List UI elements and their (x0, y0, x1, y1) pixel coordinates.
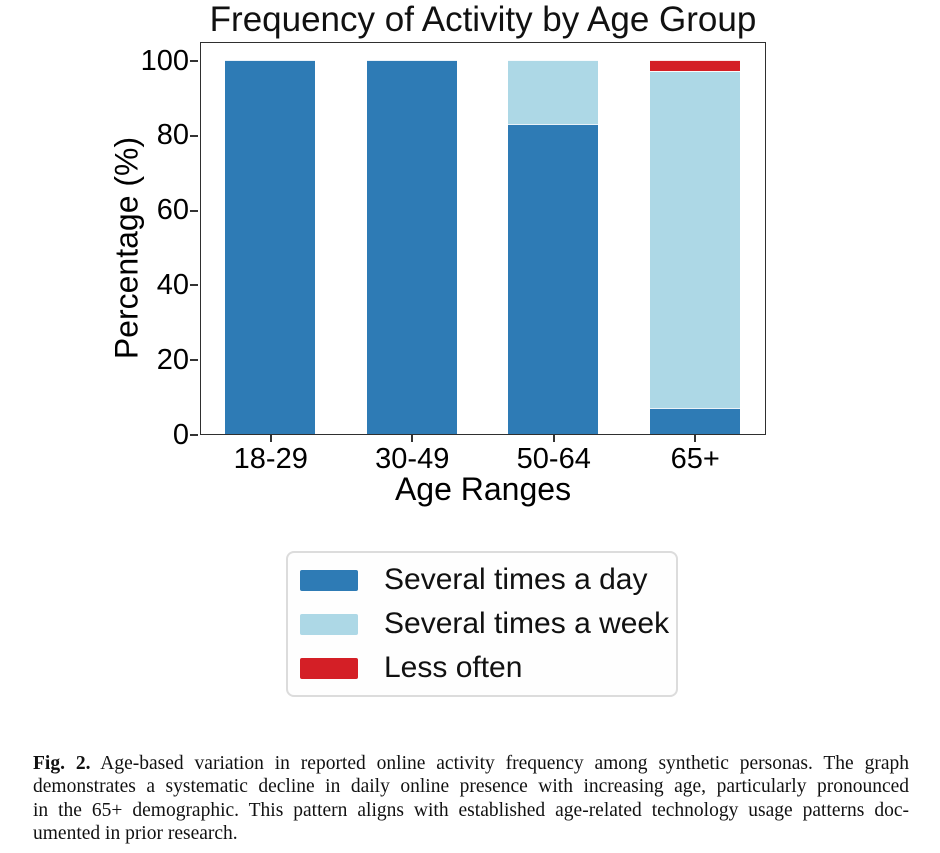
y-axis-label: Percentage (%) (108, 136, 145, 360)
x-tick-mark (552, 435, 555, 442)
y-tick-mark (190, 60, 198, 62)
y-tick-mark (190, 209, 198, 212)
bar-65- (649, 60, 740, 434)
plot-area (200, 42, 766, 435)
bar-segment-several-times-a-day (649, 407, 740, 434)
bar-18-29 (225, 60, 316, 434)
bar-segment-several-times-a-week (649, 71, 740, 408)
caption-line: umented in prior research. (33, 823, 238, 845)
bar-segment-less-often (649, 60, 740, 72)
bar-30-49 (366, 60, 457, 434)
y-tick-mark (190, 434, 198, 436)
caption-label: Fig. 2. (33, 753, 91, 774)
caption-line: demonstrates a systematic decline in dai… (33, 776, 909, 798)
bar-segment-several-times-a-week (508, 60, 599, 124)
legend-swatch (300, 613, 358, 635)
legend-label: Less often (384, 651, 523, 684)
caption-line: in the 65+ demographic. This pattern ali… (33, 799, 909, 821)
caption-line: Fig. 2. Age-based variation in reported … (33, 753, 909, 774)
legend: Several times a day Several times a week L… (286, 551, 678, 697)
y-tick-label: 0 (172, 418, 189, 451)
bar-50-64 (508, 60, 599, 434)
legend-label: Several times a week (384, 607, 670, 640)
bar-segment-several-times-a-day (366, 60, 457, 434)
x-tick-mark (411, 435, 414, 442)
x-tick-mark (694, 435, 697, 442)
y-tick-label: 100 (140, 44, 189, 77)
legend-label: Several times a day (384, 563, 648, 596)
legend-swatch (300, 569, 358, 591)
bar-segment-several-times-a-day (508, 123, 599, 434)
y-tick-mark (190, 359, 198, 362)
legend-row: Less often (300, 646, 666, 690)
figure-caption: Fig. 2. Age-based variation in reported … (33, 752, 909, 846)
legend-swatch (300, 657, 358, 679)
x-axis-label: Age Ranges (394, 471, 572, 507)
legend-row: Several times a week (300, 602, 670, 646)
y-tick-mark (190, 134, 198, 137)
chart-title: Frequency of Activity by Age Group (209, 0, 757, 39)
x-tick-mark (269, 435, 272, 442)
bar-segment-several-times-a-day (225, 60, 316, 434)
legend-row: Several times a day (300, 558, 666, 602)
y-tick-mark (190, 284, 198, 287)
